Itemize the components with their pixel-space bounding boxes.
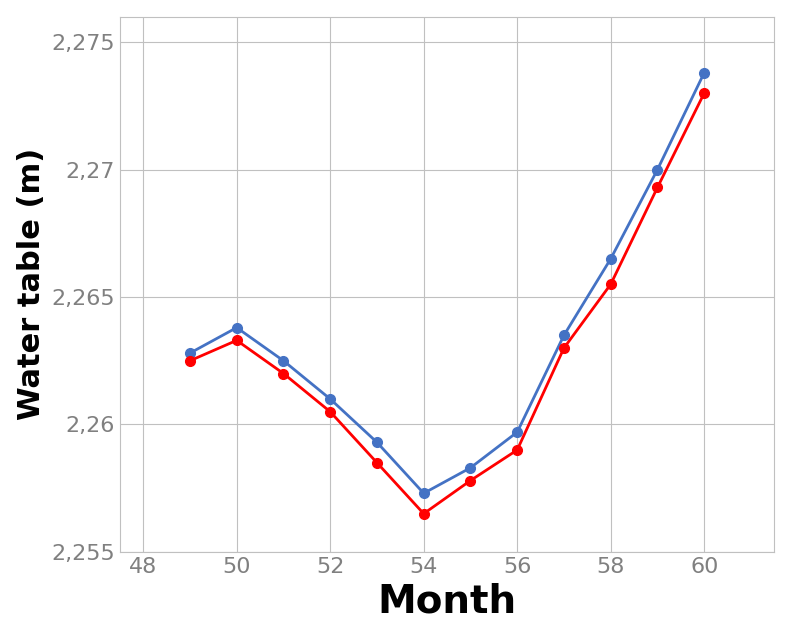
Y-axis label: Water table (m): Water table (m) (17, 148, 46, 420)
X-axis label: Month: Month (377, 582, 517, 620)
